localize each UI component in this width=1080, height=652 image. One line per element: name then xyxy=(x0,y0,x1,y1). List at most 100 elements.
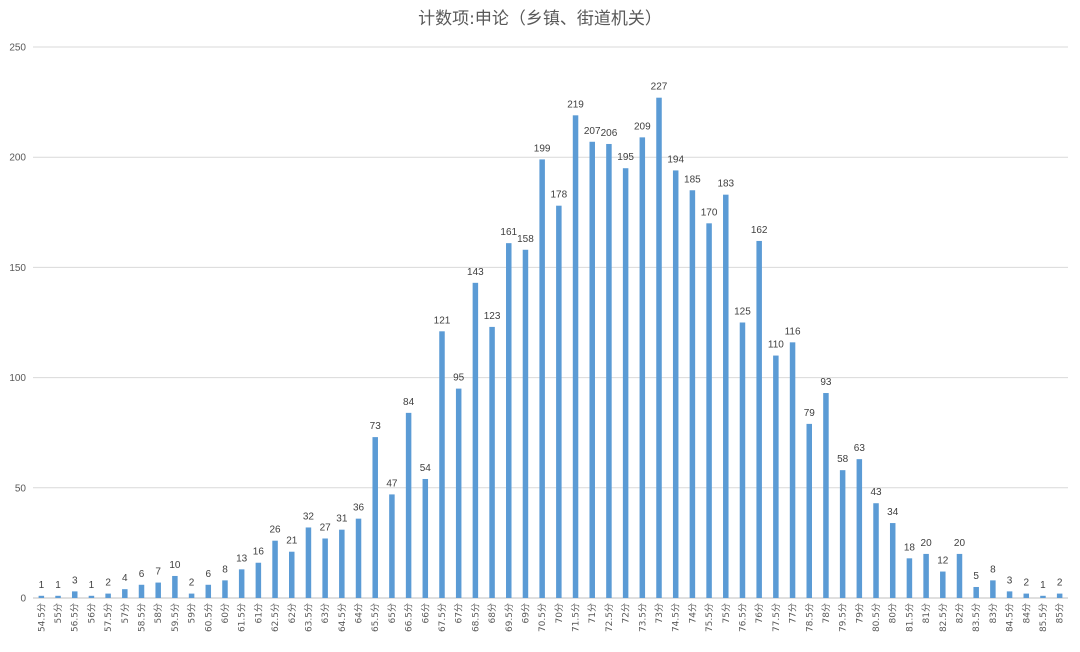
x-tick-label: 81分 xyxy=(921,603,932,623)
x-tick-label: 80.5分 xyxy=(871,603,882,632)
data-label: 2 xyxy=(1057,578,1063,589)
bar xyxy=(105,593,111,598)
y-tick-label: 50 xyxy=(15,483,27,494)
x-tick-label: 74.5分 xyxy=(671,603,682,632)
data-label: 6 xyxy=(206,569,212,580)
x-tick-label: 84.5分 xyxy=(1005,603,1016,632)
x-tick-label: 54.5分 xyxy=(36,603,47,632)
bar xyxy=(122,589,128,598)
x-tick-label: 75.5分 xyxy=(704,603,715,632)
x-tick-label: 78分 xyxy=(821,603,832,623)
x-tick-label: 60分 xyxy=(220,603,231,623)
data-label: 227 xyxy=(651,82,668,93)
x-tick-label: 71.5分 xyxy=(571,603,582,632)
data-label: 1 xyxy=(55,580,61,591)
x-tick-label: 55分 xyxy=(53,603,64,623)
data-label: 5 xyxy=(973,571,979,582)
data-label: 4 xyxy=(122,573,128,584)
bar xyxy=(55,595,61,598)
bar xyxy=(71,591,78,598)
bar xyxy=(739,322,746,598)
data-label: 185 xyxy=(684,174,701,185)
bar xyxy=(973,586,979,598)
bar xyxy=(873,503,879,598)
data-label: 206 xyxy=(601,128,618,139)
data-label: 170 xyxy=(701,207,718,218)
y-tick-label: 150 xyxy=(9,263,26,274)
x-tick-label: 83分 xyxy=(988,603,999,623)
x-tick-label: 81.5分 xyxy=(904,603,915,632)
x-tick-label: 66分 xyxy=(420,603,431,623)
bar xyxy=(455,388,462,598)
bar xyxy=(522,249,529,598)
data-label: 79 xyxy=(804,408,816,419)
bar xyxy=(956,553,963,598)
data-label: 21 xyxy=(286,536,298,547)
x-tick-label: 64.5分 xyxy=(337,603,348,632)
bar xyxy=(339,529,345,598)
data-label: 95 xyxy=(453,373,465,384)
data-label: 125 xyxy=(734,307,751,318)
x-tick-label: 84分 xyxy=(1021,603,1032,623)
bar xyxy=(1006,591,1013,598)
bar xyxy=(88,595,95,598)
x-tick-label: 59分 xyxy=(187,603,198,623)
gridlines xyxy=(33,46,1068,599)
x-tick-label: 69.5分 xyxy=(504,603,515,632)
y-axis-ticks: 0 50 100 150 200 250 xyxy=(9,43,26,605)
bar xyxy=(773,355,779,598)
bar xyxy=(756,240,762,598)
data-label: 20 xyxy=(921,538,933,549)
x-tick-label: 82分 xyxy=(954,603,965,623)
x-tick-label: 73.5分 xyxy=(637,603,648,632)
x-tick-label: 66.5分 xyxy=(404,603,415,632)
data-label: 26 xyxy=(269,525,281,536)
data-label: 93 xyxy=(820,377,832,388)
data-label: 121 xyxy=(434,315,451,326)
x-tick-label: 62.5分 xyxy=(270,603,281,632)
bar xyxy=(656,97,662,598)
bar xyxy=(889,523,896,598)
x-tick-label: 56分 xyxy=(86,603,97,623)
bar xyxy=(706,223,712,598)
x-tick-label: 80分 xyxy=(888,603,899,623)
x-tick-label: 70.5分 xyxy=(537,603,548,632)
bar xyxy=(689,190,696,598)
bar xyxy=(789,342,796,598)
x-tick-label: 75分 xyxy=(721,603,732,623)
bar xyxy=(639,137,646,598)
data-label: 6 xyxy=(139,569,145,580)
bar xyxy=(355,518,362,598)
bar xyxy=(422,478,429,598)
x-tick-label: 58.5分 xyxy=(137,603,148,632)
bar xyxy=(923,553,929,598)
x-tick-label: 67分 xyxy=(454,603,465,623)
x-tick-label: 56.5分 xyxy=(70,603,81,632)
bar xyxy=(990,580,996,598)
x-tick-label: 85分 xyxy=(1055,603,1066,623)
data-label: 161 xyxy=(500,227,517,238)
data-label: 143 xyxy=(467,267,484,278)
x-tick-label: 63分 xyxy=(320,603,331,623)
bar xyxy=(1056,593,1063,598)
y-tick-label: 100 xyxy=(9,373,26,384)
data-label: 7 xyxy=(155,567,161,578)
bar xyxy=(489,326,495,598)
data-label: 36 xyxy=(353,503,365,514)
bar xyxy=(672,170,679,598)
bar xyxy=(539,159,545,599)
x-tick-label: 70分 xyxy=(554,603,565,623)
bar xyxy=(906,558,913,598)
bar xyxy=(372,437,378,598)
data-label: 47 xyxy=(386,478,398,489)
y-tick-label: 200 xyxy=(9,153,26,164)
x-tick-label: 63.5分 xyxy=(303,603,314,632)
bar xyxy=(172,575,178,598)
bar xyxy=(940,571,946,598)
bar xyxy=(839,470,846,598)
data-label: 116 xyxy=(785,326,801,337)
x-tick-label: 65分 xyxy=(387,603,398,623)
x-tick-label: 73分 xyxy=(654,603,665,623)
bar xyxy=(723,194,729,598)
